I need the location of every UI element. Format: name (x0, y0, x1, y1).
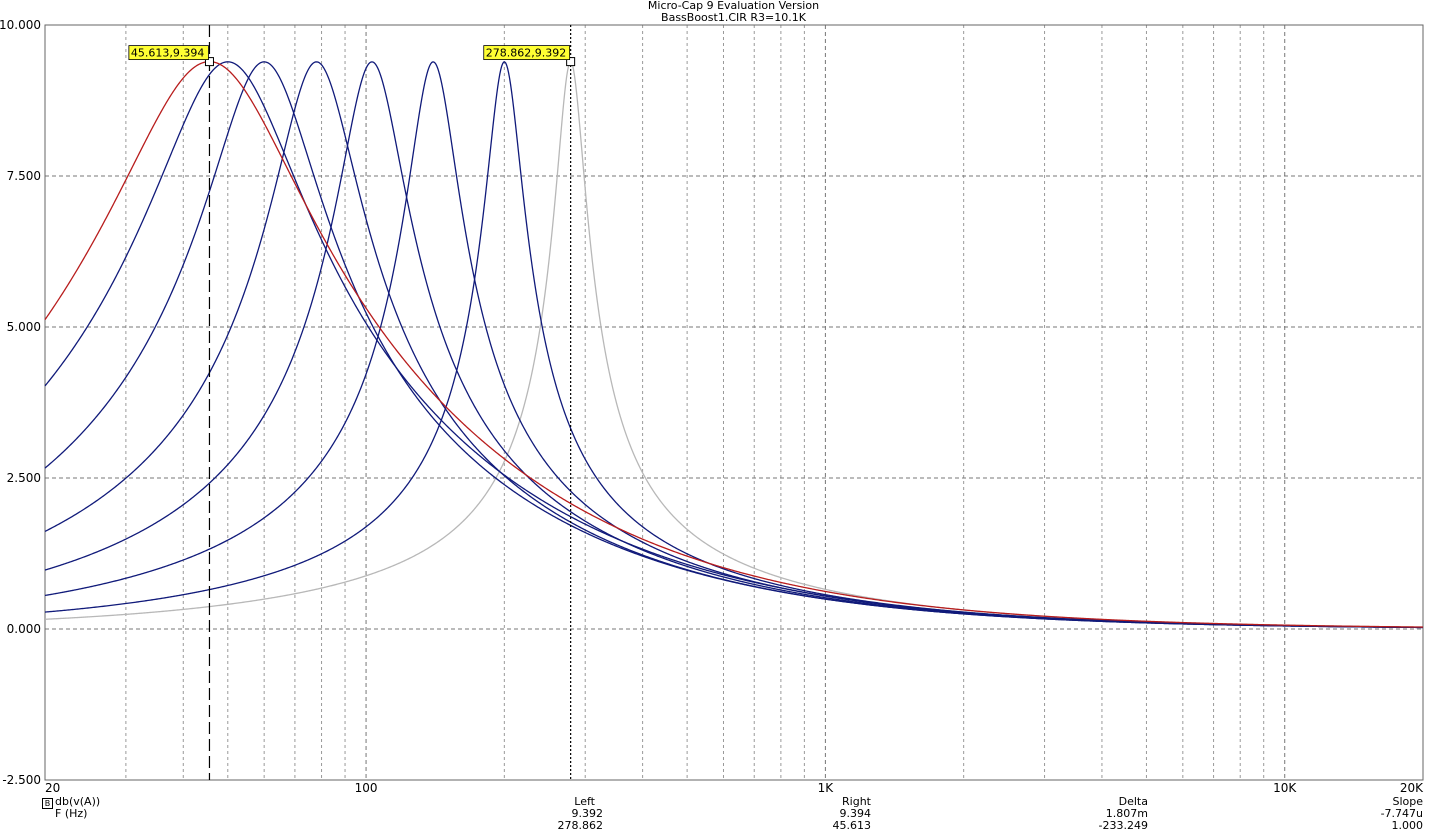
cursor-label: 45.613,9.394 (131, 47, 204, 60)
delta-x-value: -233.249 (1098, 819, 1148, 832)
left-y-value: 9.392 (571, 807, 604, 820)
delta-header: Delta (1118, 795, 1148, 808)
series-line (44, 61, 1424, 628)
left-x-value: 278.862 (557, 819, 604, 832)
cursor-label-box (483, 45, 571, 61)
series-line (44, 60, 1424, 628)
series-line (44, 61, 1424, 629)
y-tick-label: 0.000 (7, 622, 41, 636)
y-tick-label: -2.500 (2, 773, 41, 787)
slope-y-value: -7.747u (1380, 807, 1423, 820)
right-x-value: 45.613 (832, 819, 872, 832)
series-line (44, 61, 1424, 629)
y-expression-text: db(v(A)) (55, 795, 101, 808)
x-tick-label: 100 (355, 781, 378, 795)
chart-title: Micro-Cap 9 Evaluation Version (647, 0, 820, 12)
cursor-label: 278.862,9.392 (486, 47, 566, 60)
plot-frame (44, 24, 1424, 781)
expression-icon: B (42, 798, 53, 809)
delta-y-value: 1.807m (1105, 807, 1148, 820)
x-expression: F (Hz) (55, 807, 88, 820)
x-tick-label: 10K (1273, 781, 1297, 795)
slope-x-value: 1.000 (1391, 819, 1424, 832)
right-y-value: 9.394 (839, 807, 872, 820)
x-tick-label: 20 (45, 781, 60, 795)
x-tick-label: 1K (818, 781, 835, 795)
y-tick-label: 10.000 (0, 18, 41, 32)
right-header: Right (842, 795, 871, 808)
series-line (44, 61, 1424, 628)
series-line (44, 60, 1424, 628)
y-tick-label: 2.500 (7, 471, 41, 485)
cursor-marker (566, 57, 576, 67)
cursor-marker (204, 57, 214, 67)
chart-subtitle: BassBoost1.CIR R3=10.1K (661, 11, 806, 24)
x-tick-label: 20K (1400, 781, 1424, 795)
slope-header: Slope (1392, 795, 1423, 808)
y-tick-label: 5.000 (7, 320, 41, 334)
left-header: Left (574, 795, 595, 808)
y-tick-label: 7.500 (7, 169, 41, 183)
series-line (44, 61, 1424, 628)
series-line (44, 61, 1424, 629)
cursor-label-box (128, 45, 209, 61)
